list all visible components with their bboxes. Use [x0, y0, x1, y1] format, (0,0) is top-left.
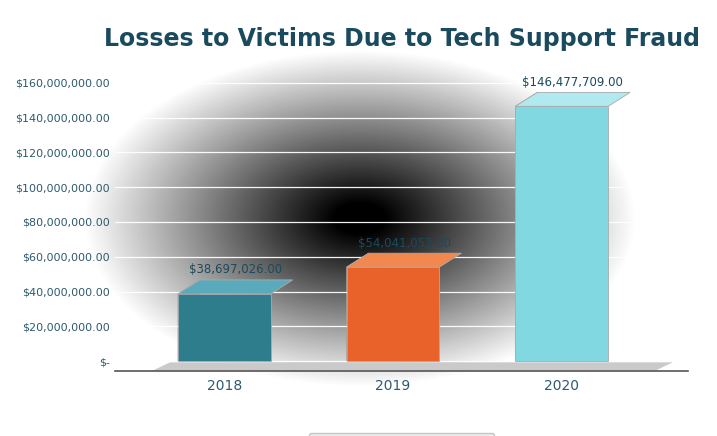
Text: $146,477,709.00: $146,477,709.00	[522, 76, 623, 89]
Polygon shape	[347, 253, 462, 267]
Polygon shape	[516, 92, 537, 361]
Text: $54,041,053.00: $54,041,053.00	[358, 237, 450, 250]
Polygon shape	[516, 106, 608, 361]
Polygon shape	[178, 294, 271, 361]
Title: Losses to Victims Due to Tech Support Fraud: Losses to Victims Due to Tech Support Fr…	[103, 27, 700, 51]
Polygon shape	[516, 92, 630, 106]
Polygon shape	[347, 267, 440, 361]
Text: $38,697,026.00: $38,697,026.00	[189, 263, 282, 276]
Polygon shape	[178, 280, 293, 294]
Polygon shape	[153, 362, 673, 371]
Polygon shape	[347, 253, 369, 361]
Legend: 2018, 2019, 2020: 2018, 2019, 2020	[309, 433, 494, 436]
Polygon shape	[178, 280, 200, 361]
